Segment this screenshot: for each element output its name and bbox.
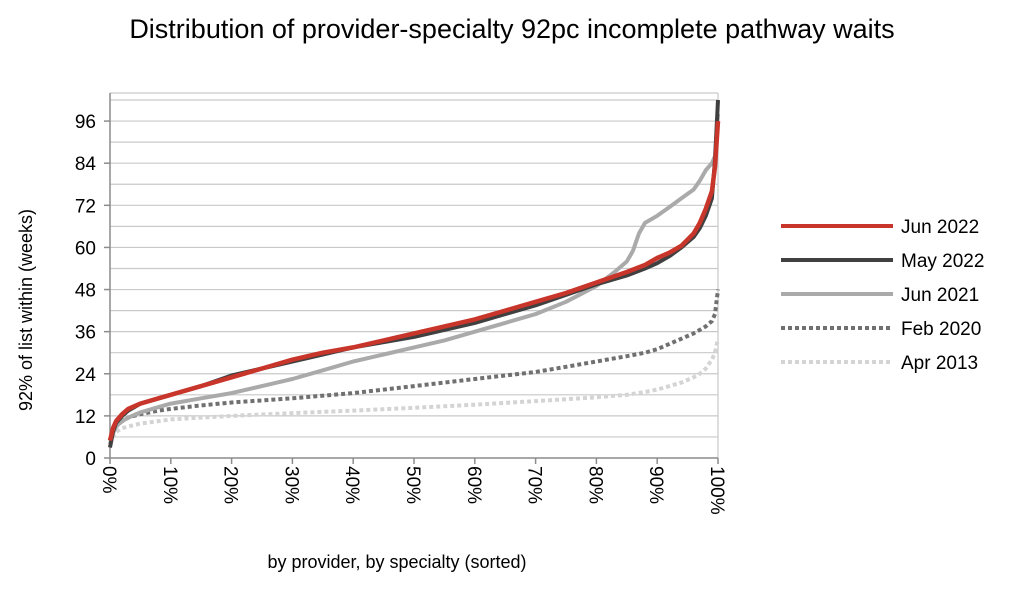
- series-line-jun-2021: [108, 113, 720, 445]
- legend-label: Jun 2022: [901, 217, 979, 238]
- series-line-apr-2013: [108, 338, 720, 445]
- y-tick-label: 0: [85, 449, 96, 470]
- x-tick-labels: 0% 10% 20% 30% 40% 50% 60% 70% 80% 90% 100%: [98, 466, 727, 515]
- x-axis-label: by provider, by specialty (sorted): [267, 552, 526, 572]
- x-tick-label: 90%: [645, 466, 666, 504]
- y-tick-label: 96: [75, 112, 96, 133]
- axes: [104, 93, 719, 464]
- x-tick-label: 60%: [463, 466, 484, 504]
- legend-label: May 2022: [901, 251, 984, 272]
- x-tick-label: 100%: [706, 466, 727, 515]
- x-tick-label: 70%: [524, 466, 545, 504]
- y-axis-label: 92% of list within (weeks): [16, 209, 36, 411]
- x-tick-label: 30%: [280, 466, 301, 504]
- series-line-jun-2022: [107, 120, 721, 442]
- legend-label: Apr 2013: [901, 353, 978, 374]
- y-tick-label: 84: [75, 154, 97, 175]
- y-tick-label: 48: [75, 281, 96, 302]
- x-tick-label: 50%: [402, 466, 423, 504]
- y-tick-label: 72: [75, 196, 96, 217]
- legend-label: Feb 2020: [901, 319, 981, 340]
- x-tick-label: 40%: [341, 466, 362, 504]
- x-tick-label: 0%: [98, 466, 119, 494]
- legend: Jun 2022 May 2022 Jun 2021 Feb 2020 Apr 2013: [781, 217, 984, 374]
- y-tick-label: 12: [75, 407, 96, 428]
- x-tick-label: 20%: [220, 466, 241, 504]
- chart-title: Distribution of provider-specialty 92pc …: [129, 14, 895, 44]
- y-tick-label: 36: [75, 323, 96, 344]
- series-lines: [107, 99, 721, 448]
- x-tick-label: 80%: [584, 466, 605, 504]
- y-tick-label: 60: [75, 238, 96, 259]
- legend-label: Jun 2021: [901, 285, 979, 306]
- y-tick-labels: 0 12 24 36 48 60 72 84 96: [75, 112, 97, 470]
- x-tick-label: 10%: [159, 466, 180, 504]
- y-tick-label: 24: [75, 365, 97, 386]
